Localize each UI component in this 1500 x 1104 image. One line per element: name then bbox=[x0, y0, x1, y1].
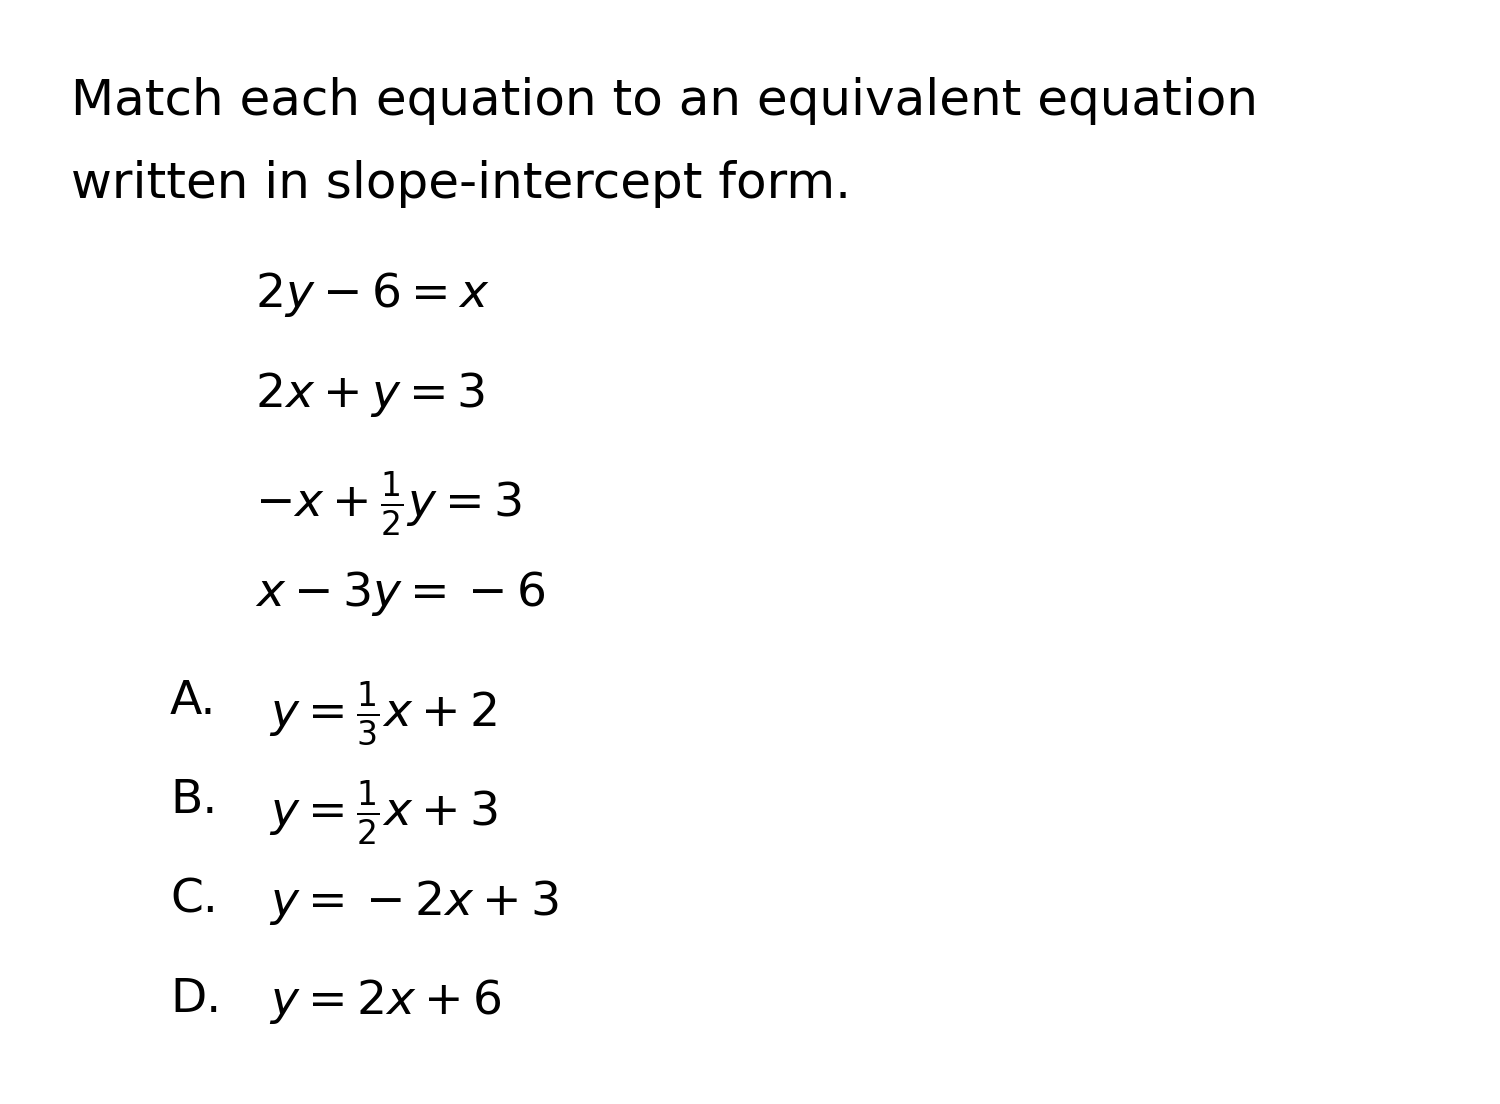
Text: $y = \frac{1}{3}x + 2$: $y = \frac{1}{3}x + 2$ bbox=[270, 679, 496, 747]
Text: D.: D. bbox=[170, 977, 222, 1022]
Text: $2y - 6 = x$: $2y - 6 = x$ bbox=[255, 270, 489, 319]
Text: $x - 3y = -6$: $x - 3y = -6$ bbox=[255, 569, 546, 617]
Text: $2x + y = 3$: $2x + y = 3$ bbox=[255, 370, 486, 418]
Text: $y = -2x + 3$: $y = -2x + 3$ bbox=[270, 878, 560, 926]
Text: A.: A. bbox=[170, 679, 216, 724]
Text: $-x + \frac{1}{2}y = 3$: $-x + \frac{1}{2}y = 3$ bbox=[255, 469, 522, 539]
Text: $y = \frac{1}{2}x + 3$: $y = \frac{1}{2}x + 3$ bbox=[270, 778, 498, 848]
Text: C.: C. bbox=[170, 878, 217, 923]
Text: B.: B. bbox=[170, 778, 217, 824]
Text: written in slope-intercept form.: written in slope-intercept form. bbox=[70, 160, 850, 208]
Text: Match each equation to an equivalent equation: Match each equation to an equivalent equ… bbox=[70, 77, 1258, 125]
Text: $y = 2x + 6$: $y = 2x + 6$ bbox=[270, 977, 501, 1026]
